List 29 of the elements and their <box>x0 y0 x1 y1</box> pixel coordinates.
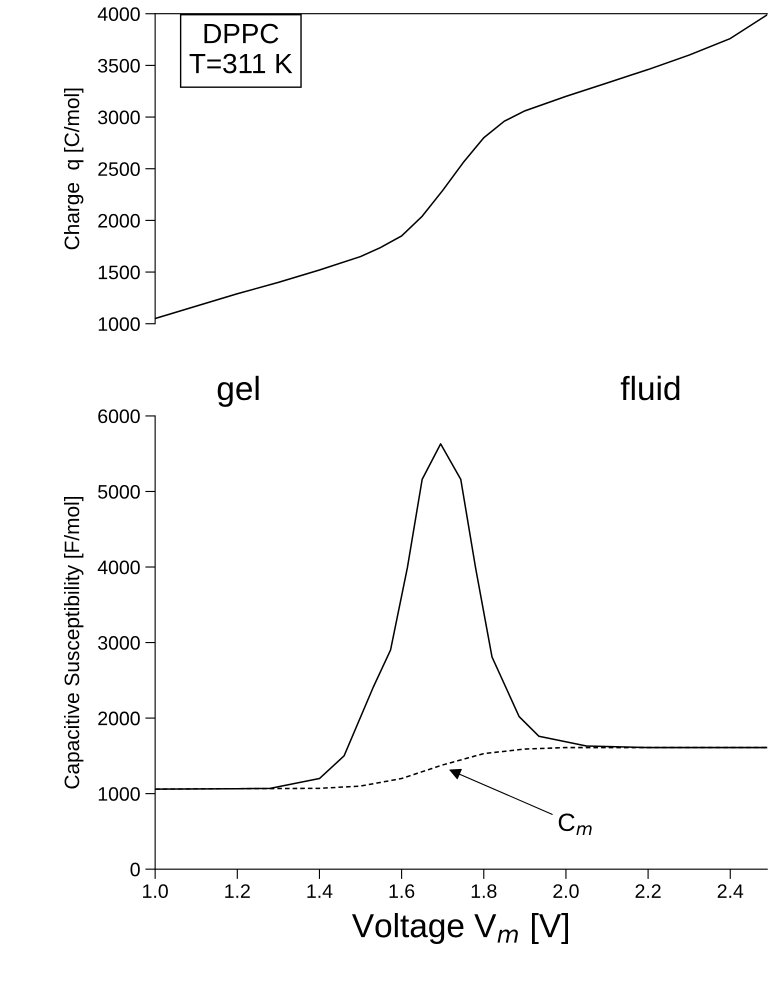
y-axis-title: Charge q [C/mol] <box>64 88 84 250</box>
y-tick-label: 3000 <box>98 636 140 650</box>
y-tick-label: 6000 <box>98 409 140 424</box>
y-tick-label: 1000 <box>98 787 140 801</box>
y-tick-label: 5000 <box>98 484 140 499</box>
x-tick-label: 2.0 <box>553 884 579 898</box>
annotation: DPPC T=311 K <box>190 24 292 74</box>
y-axis-title: Capacitive Susceptibility [F/mol] <box>64 496 84 789</box>
x-tick-label: 1.4 <box>307 884 332 898</box>
y-tick-label: 3000 <box>98 110 140 124</box>
x-tick-label: 1.2 <box>225 884 250 898</box>
y-tick-label: 4000 <box>98 560 140 574</box>
y-tick-label: 2500 <box>98 162 140 176</box>
y-tick-label: 1500 <box>98 266 140 280</box>
text: fluid <box>620 376 680 400</box>
text: gel <box>218 376 259 407</box>
x-tick-label: 1.8 <box>472 884 496 898</box>
y-tick-label: 3500 <box>98 58 140 73</box>
y-tick-label: 2000 <box>98 214 140 228</box>
y-tick-label: 4000 <box>98 7 140 21</box>
y-tick-label: 2000 <box>98 712 140 726</box>
x-tick-label: 1.6 <box>390 884 414 898</box>
y-tick-label: 1000 <box>98 317 140 331</box>
x-tick-label: 2.4 <box>718 884 744 898</box>
x-tick-label: 2.2 <box>636 884 661 898</box>
x-axis-title: Voltage V$_{m}$ [V] <box>352 912 568 944</box>
annotation: C$_{m}$ <box>558 813 592 836</box>
y-tick-label: 0 <box>130 862 140 876</box>
x-tick-label: 1.0 <box>143 884 168 898</box>
